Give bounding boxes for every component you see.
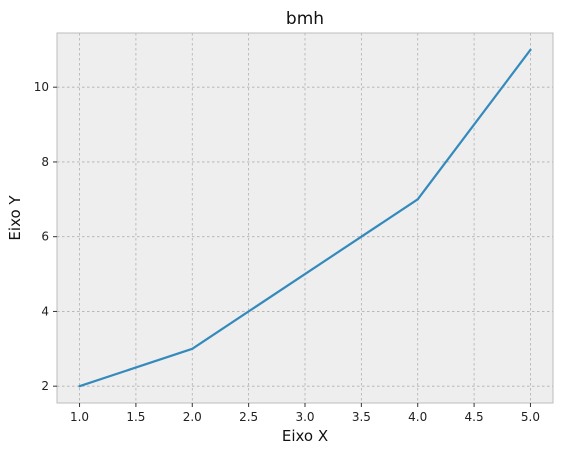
y-tick-label: 2 — [41, 379, 49, 393]
data-point — [78, 385, 81, 388]
x-tick-label: 4.5 — [465, 410, 484, 424]
y-tick-label: 6 — [41, 230, 49, 244]
tick-labels: 1.0 1.5 2.0 2.5 3.0 3.5 4.0 4.5 5.0 2 4 6 8 10 — [34, 80, 540, 424]
x-tick-label: 1.0 — [70, 410, 89, 424]
data-point — [191, 347, 194, 350]
series-layer — [78, 48, 532, 388]
x-tick-label: 2.5 — [239, 410, 258, 424]
x-tick-label: 3.0 — [295, 410, 314, 424]
grid-lines — [57, 33, 553, 403]
y-tick-label: 10 — [34, 80, 49, 94]
tick-marks — [53, 86, 531, 407]
y-axis-label: Eixo Y — [6, 195, 24, 241]
y-tick-label: 4 — [41, 304, 49, 318]
chart-title: bmh — [286, 9, 324, 29]
x-tick-label: 3.5 — [352, 410, 371, 424]
x-axis-label: Eixo X — [282, 427, 328, 445]
data-point — [529, 48, 532, 51]
x-tick-label: 4.0 — [408, 410, 427, 424]
data-point — [416, 198, 419, 201]
x-tick-label: 5.0 — [521, 410, 540, 424]
x-tick-label: 2.0 — [183, 410, 202, 424]
y-tick-label: 8 — [41, 155, 49, 169]
series-line-0 — [78, 48, 532, 388]
x-tick-label: 1.5 — [126, 410, 145, 424]
